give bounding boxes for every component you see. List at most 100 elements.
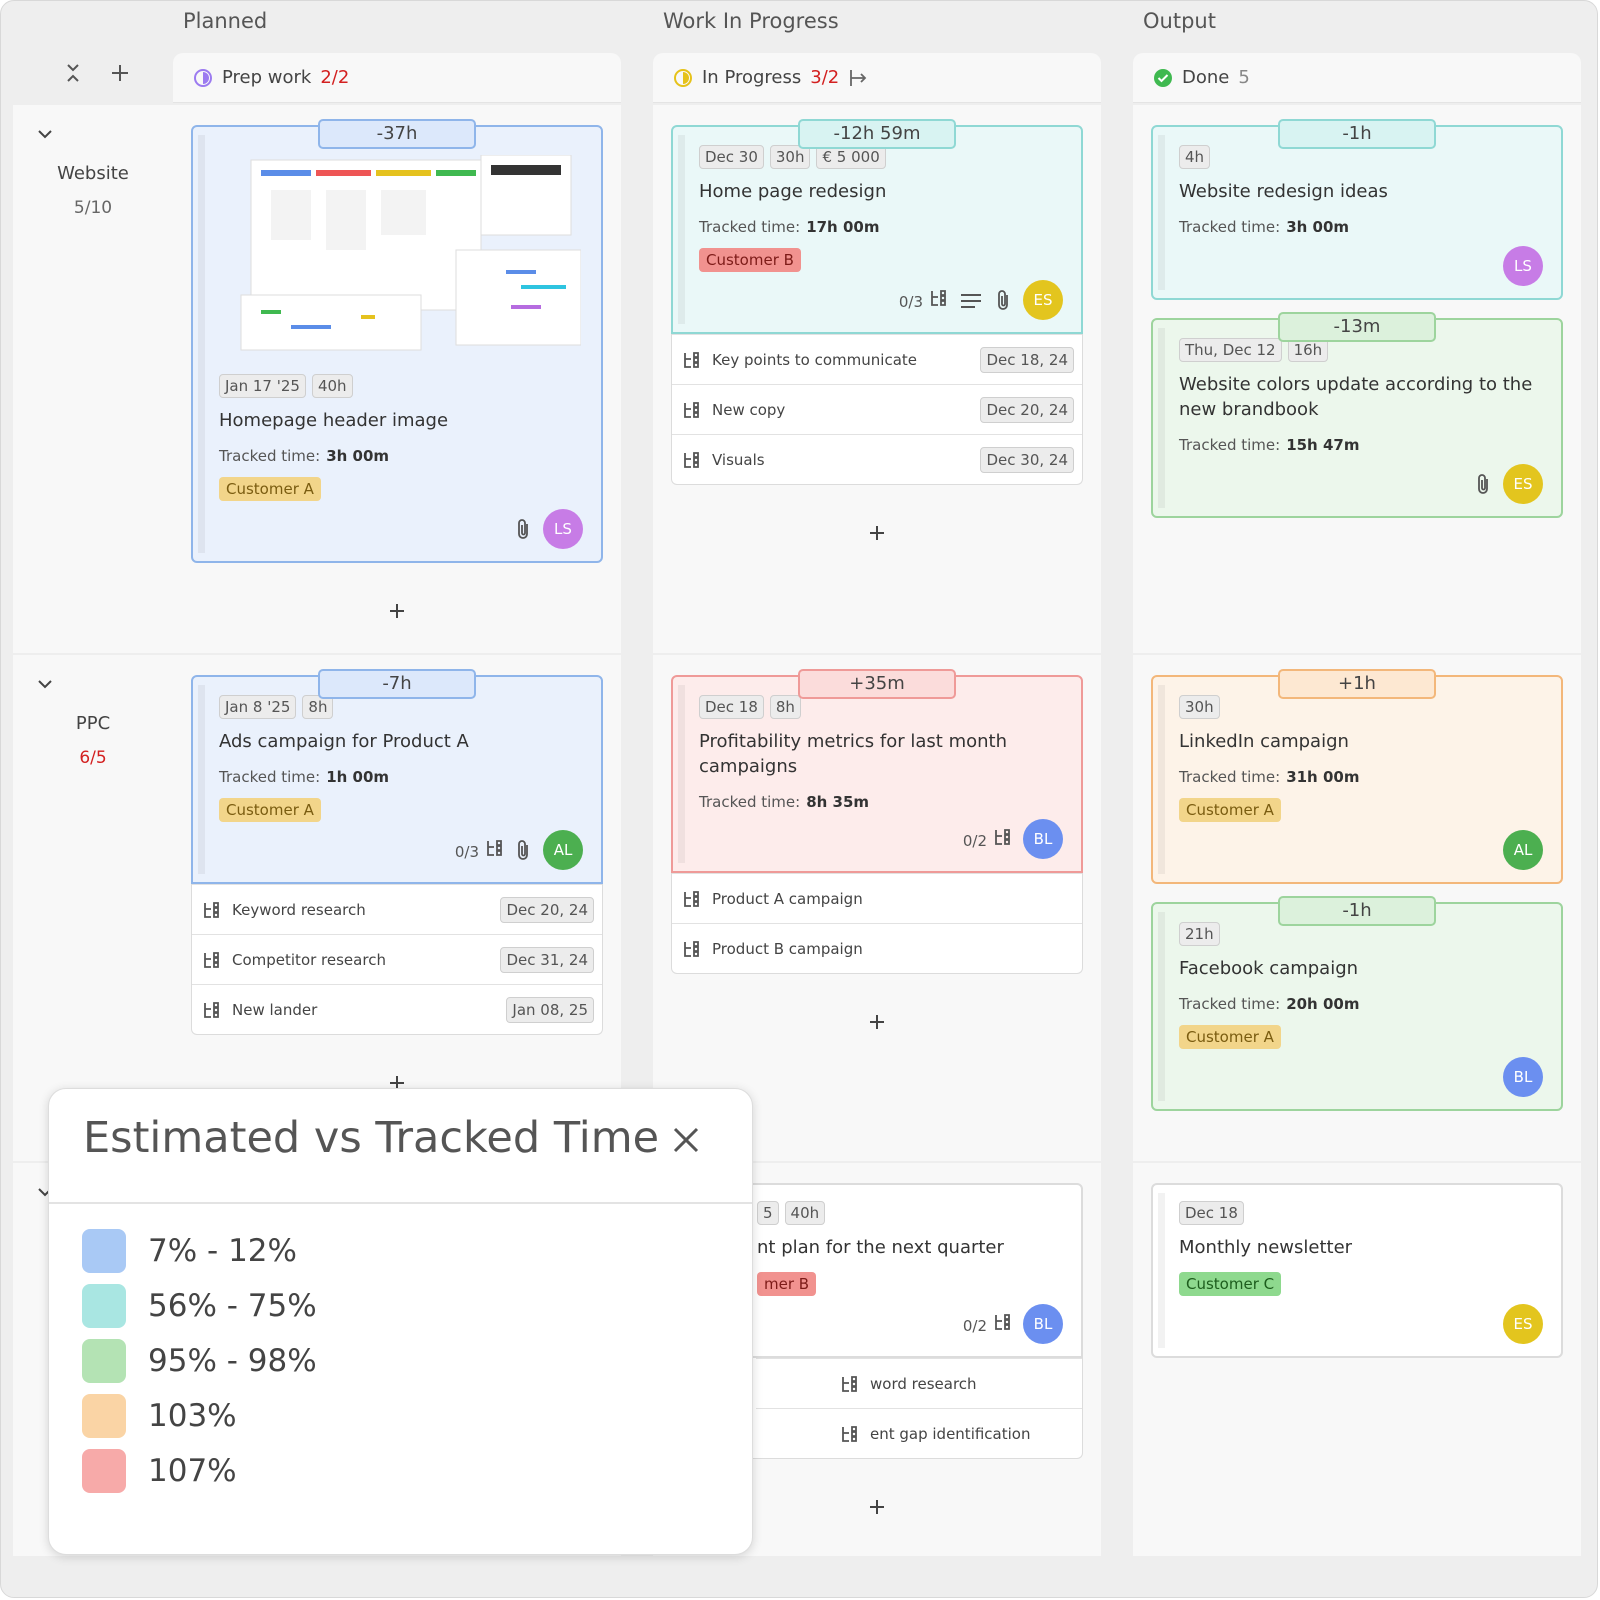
- legend-popup: Estimated vs Tracked Time 7% - 12% 56% - …: [48, 1088, 753, 1555]
- legend-item: 7% - 12%: [82, 1229, 297, 1273]
- add-card-button[interactable]: [191, 1053, 603, 1113]
- column-name: Prep work: [222, 67, 312, 88]
- subtask-list: Key points to communicate Dec 18, 24 New c…: [671, 334, 1083, 485]
- lane-cell: -1h 4h Website redesign ideas Tracked time:…: [1133, 105, 1581, 653]
- subtask-row[interactable]: ent gap identification: [756, 1408, 1082, 1458]
- subtask-row[interactable]: Visuals Dec 30, 24: [672, 434, 1082, 484]
- card-footer: ES: [1179, 1302, 1543, 1346]
- tag-row: 21h: [1179, 922, 1543, 946]
- add-card-button[interactable]: [671, 1477, 1083, 1537]
- tracked-time: Tracked time: 31h 00m: [1179, 768, 1543, 786]
- plus-icon: [868, 524, 886, 542]
- column-count: 5: [1238, 67, 1250, 88]
- tag: 16h: [1287, 338, 1329, 362]
- legend-item: 103%: [82, 1394, 237, 1438]
- avatar[interactable]: BL: [1023, 1304, 1063, 1344]
- legend-swatch: [82, 1284, 126, 1328]
- avatar[interactable]: AL: [1503, 830, 1543, 870]
- avatar[interactable]: LS: [543, 509, 583, 549]
- task-card[interactable]: -12h 59m Dec 30 30h € 5 000 Home page redesi…: [671, 119, 1083, 334]
- subtask-row[interactable]: Key points to communicate Dec 18, 24: [672, 334, 1082, 384]
- tag: 5: [757, 1201, 779, 1225]
- tag: 30h: [1179, 695, 1220, 719]
- tag: Jan 8 '25: [219, 695, 297, 719]
- subtask-name: Visuals: [712, 450, 765, 469]
- tag-row: Jan 8 '25 8h: [219, 695, 583, 719]
- tracked-value: 3h 00m: [1286, 218, 1350, 236]
- tracked-value: 15h 47m: [1286, 436, 1360, 454]
- card-wrap: +35m Dec 18 8h Profitability metrics for la…: [671, 669, 1083, 974]
- card-footer: 0/2 BL: [699, 817, 1063, 861]
- legend-label: 95% - 98%: [148, 1343, 317, 1379]
- task-card[interactable]: +35m Dec 18 8h Profitability metrics for la…: [671, 669, 1083, 873]
- card-footer: 0/2 BL: [757, 1302, 1063, 1346]
- subtask-row[interactable]: word research: [756, 1358, 1082, 1408]
- time-delta: -13m: [1278, 312, 1436, 342]
- subtask-date: Dec 20, 24: [500, 896, 594, 923]
- time-delta: -1h: [1278, 896, 1436, 926]
- subtask-icon: [202, 951, 220, 969]
- task-card[interactable]: -7h Jan 8 '25 8h Ads campaign for Product A…: [191, 669, 603, 884]
- avatar[interactable]: LS: [1503, 246, 1543, 286]
- time-delta: -12h 59m: [798, 119, 956, 149]
- task-card[interactable]: -37h Jan 17 '25 40h Homepage header image Tr…: [191, 119, 603, 563]
- plus-icon: [868, 1498, 886, 1516]
- collapse-lane[interactable]: [37, 129, 53, 139]
- subtask-count: 0/3: [455, 839, 503, 861]
- avatar[interactable]: AL: [543, 830, 583, 870]
- avatar[interactable]: BL: [1503, 1057, 1543, 1097]
- tag: 40h: [311, 374, 353, 398]
- add-card-button[interactable]: [671, 992, 1083, 1052]
- tracked-value: 1h 00m: [326, 768, 390, 786]
- tracked-time: Tracked time: 20h 00m: [1179, 995, 1543, 1013]
- close-button[interactable]: [671, 1125, 701, 1155]
- tracked-value: 8h 35m: [806, 793, 870, 811]
- task-card[interactable]: -13m Thu, Dec 12 16h Website colors update …: [1151, 312, 1563, 518]
- add-card-button[interactable]: [671, 503, 1083, 563]
- tracked-time: Tracked time: 15h 47m: [1179, 436, 1543, 454]
- subtask-name: New lander: [232, 1000, 318, 1019]
- toolbar-icons[interactable]: [61, 61, 141, 85]
- tag-row: 30h: [1179, 695, 1543, 719]
- subtask-row[interactable]: Product A campaign: [672, 873, 1082, 923]
- subtask-count-text: 0/3: [454, 843, 479, 861]
- column-group-title: Output: [1143, 9, 1216, 33]
- task-card[interactable]: +1h 30h LinkedIn campaign Tracked time: 31h …: [1151, 669, 1563, 884]
- subtask-icon: [682, 940, 700, 958]
- tracked-time: Tracked time: 3h 00m: [1179, 218, 1543, 236]
- tracked-label: Tracked time:: [219, 447, 321, 465]
- lane-label: PPC 6/5: [13, 655, 173, 1161]
- task-card[interactable]: -1h 21h Facebook campaign Tracked time: 20h …: [1151, 896, 1563, 1111]
- collapse-lane[interactable]: [37, 679, 53, 689]
- description-icon: [959, 290, 983, 310]
- subtask-row[interactable]: Competitor research Dec 31, 24: [192, 934, 602, 984]
- legend-item: 95% - 98%: [82, 1339, 317, 1383]
- subtask-row[interactable]: New lander Jan 08, 25: [192, 984, 602, 1034]
- task-card[interactable]: -1h 4h Website redesign ideas Tracked time:…: [1151, 119, 1563, 300]
- tracked-value: 20h 00m: [1286, 995, 1360, 1013]
- status-icon: [673, 68, 693, 88]
- exit-icon: [848, 68, 870, 88]
- subtask-row[interactable]: Keyword research Dec 20, 24: [192, 884, 602, 934]
- subtask-row[interactable]: Product B campaign: [672, 923, 1082, 973]
- subtask-row[interactable]: New copy Dec 20, 24: [672, 384, 1082, 434]
- add-card-button[interactable]: [191, 581, 603, 641]
- tag-row: Dec 18: [1179, 1201, 1543, 1225]
- subtask-name: Keyword research: [232, 900, 366, 919]
- tag-row: Jan 17 '25 40h: [219, 374, 583, 398]
- lane-cell: -7h Jan 8 '25 8h Ads campaign for Product A…: [173, 655, 621, 1161]
- legend-item: 56% - 75%: [82, 1284, 317, 1328]
- subtask-icon: [993, 828, 1011, 846]
- card-footer: 0/3 ES: [699, 278, 1063, 322]
- avatar[interactable]: BL: [1023, 819, 1063, 859]
- legend-label: 7% - 12%: [148, 1233, 297, 1269]
- tag-row: 4h: [1179, 145, 1543, 169]
- tracked-label: Tracked time:: [699, 793, 801, 811]
- avatar[interactable]: ES: [1023, 280, 1063, 320]
- avatar[interactable]: ES: [1503, 1304, 1543, 1344]
- tracked-time: Tracked time: 3h 00m: [219, 447, 583, 465]
- task-card[interactable]: Dec 18 Monthly newsletter Customer C ES: [1151, 1183, 1563, 1358]
- card-title: Website colors update according to the n…: [1179, 374, 1533, 420]
- card-title: nt plan for the next quarter: [757, 1237, 1004, 1258]
- avatar[interactable]: ES: [1503, 464, 1543, 504]
